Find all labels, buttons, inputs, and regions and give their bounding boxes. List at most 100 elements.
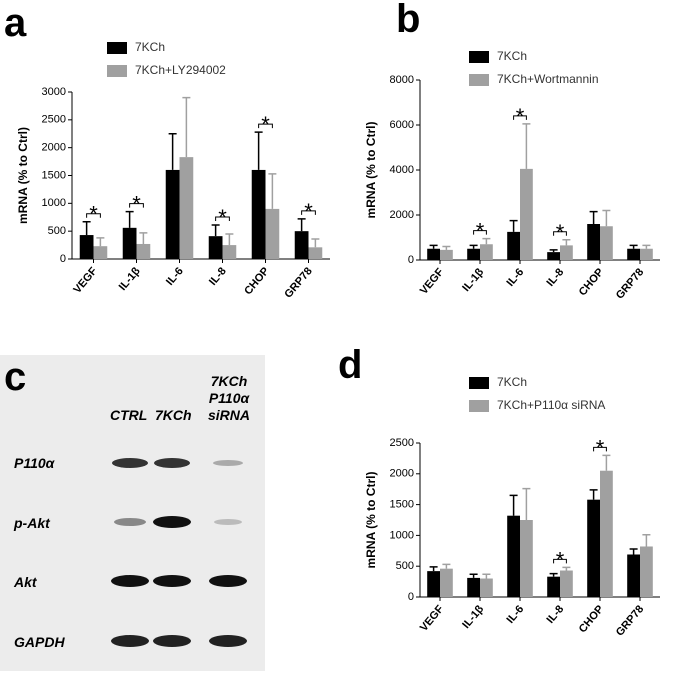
bar [440, 568, 453, 597]
bar [480, 578, 493, 597]
error-bar [562, 566, 571, 571]
bar [507, 231, 520, 260]
y-tick-label: 2500 [390, 437, 414, 449]
significance-mark: * [304, 199, 313, 224]
bar [179, 157, 194, 259]
bar [467, 577, 480, 597]
error-bar [642, 534, 651, 547]
error-bar [82, 220, 91, 236]
bar [627, 554, 640, 597]
error-bar [602, 209, 611, 227]
significance-bracket [301, 210, 316, 215]
x-tick-label: VEGF [418, 603, 447, 634]
y-tick-label: 1000 [42, 197, 66, 209]
error-bar [562, 239, 571, 246]
bar [440, 249, 453, 260]
error-bar [629, 548, 638, 555]
bar [600, 470, 613, 597]
error-bar [522, 123, 531, 169]
error-bar [429, 566, 438, 572]
y-axis-label: mRNA (% to Ctrl) [364, 472, 378, 569]
y-tick-label: 0 [408, 254, 414, 266]
error-bar [509, 219, 518, 232]
row-label: p-Akt [13, 515, 51, 531]
y-tick-label: 1500 [42, 169, 66, 181]
bar [427, 571, 440, 597]
significance-mark: * [476, 219, 485, 244]
legend-swatch [107, 42, 127, 54]
legend-swatch [469, 377, 489, 389]
y-tick-label: 2500 [42, 114, 66, 126]
y-tick-label: 4000 [390, 164, 414, 176]
x-tick-label: VEGF [418, 266, 447, 297]
blot-background [0, 355, 265, 671]
significance-mark: * [516, 104, 525, 129]
x-tick-label: CHOP [577, 266, 607, 298]
error-bar [429, 244, 438, 249]
panel-label: d [338, 343, 362, 387]
y-axis-label: mRNA (% to Ctrl) [16, 127, 30, 224]
significance-mark: * [596, 435, 605, 460]
bar [627, 248, 640, 260]
panel-label: a [4, 1, 27, 45]
bar [308, 247, 323, 259]
error-bar [509, 494, 518, 516]
x-tick-label: IL-8 [545, 603, 567, 626]
error-bar [589, 210, 598, 224]
significance-mark: * [261, 112, 270, 137]
significance-bracket [129, 203, 144, 208]
significance-bracket [513, 115, 527, 120]
bar [547, 252, 560, 260]
legend-label: 7KCh [497, 375, 527, 389]
bar [560, 570, 573, 597]
legend-label: 7KCh [497, 49, 527, 63]
bar [587, 224, 600, 260]
y-tick-label: 2000 [390, 209, 414, 221]
error-bar [482, 573, 491, 579]
bar [507, 515, 520, 597]
x-tick-label: IL-1β [460, 266, 486, 294]
y-tick-label: 1500 [390, 499, 414, 511]
bar [294, 231, 309, 259]
error-bar [442, 563, 451, 569]
bar [251, 169, 266, 259]
column-label: siRNA [208, 407, 250, 423]
x-tick-label: IL-6 [505, 266, 527, 289]
significance-mark: * [89, 202, 98, 227]
error-bar [469, 573, 478, 578]
panel-label: b [396, 0, 420, 41]
row-label: P110α [14, 455, 56, 471]
y-tick-label: 8000 [390, 74, 414, 86]
error-bar [482, 237, 491, 245]
legend-label: 7KCh+LY294002 [135, 63, 226, 77]
significance-mark: * [556, 220, 565, 245]
bar [587, 499, 600, 597]
significance-bracket [86, 213, 101, 218]
x-tick-label: IL-8 [207, 265, 229, 288]
error-bar [549, 249, 558, 253]
x-tick-label: IL-8 [545, 266, 567, 289]
bar [560, 245, 573, 260]
x-tick-label: VEGF [71, 265, 100, 296]
significance-bracket [258, 123, 273, 129]
bar [520, 168, 533, 260]
error-bar [254, 131, 263, 170]
error-bar [182, 96, 191, 158]
significance-bracket [473, 230, 487, 235]
y-axis-label: mRNA (% to Ctrl) [364, 122, 378, 219]
panel-label: c [4, 355, 26, 399]
row-label: Akt [13, 574, 38, 590]
bar [93, 246, 108, 259]
significance-bracket [215, 216, 230, 222]
x-tick-label: IL-6 [164, 265, 186, 288]
bar [480, 244, 493, 260]
x-tick-label: CHOP [242, 265, 272, 297]
legend-swatch [469, 74, 489, 86]
bar [165, 169, 180, 259]
significance-bracket [553, 558, 567, 564]
error-bar [139, 232, 148, 244]
bar [222, 245, 237, 259]
error-bar [642, 244, 651, 249]
x-tick-label: GRP78 [282, 265, 314, 300]
